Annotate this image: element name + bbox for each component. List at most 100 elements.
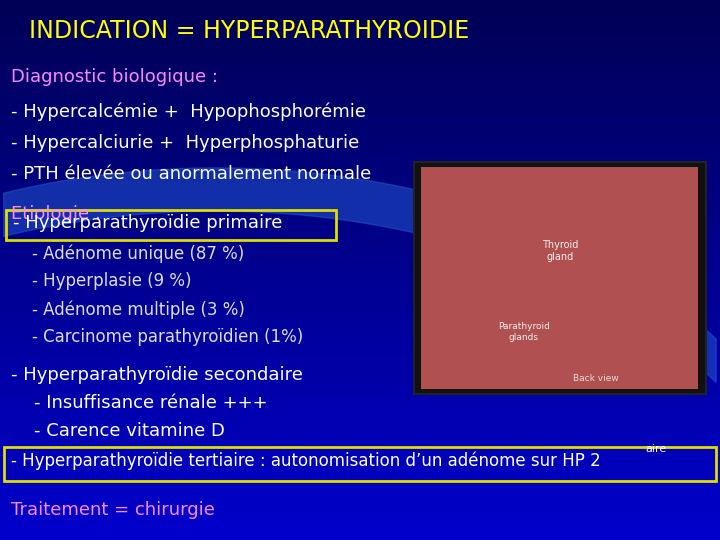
Bar <box>0 309 720 310</box>
Bar <box>0 332 720 333</box>
Bar <box>0 364 720 366</box>
Bar <box>0 227 720 228</box>
Bar <box>0 500 720 501</box>
Bar <box>0 116 720 117</box>
Bar <box>0 523 720 524</box>
Bar <box>0 294 720 296</box>
Bar <box>0 476 720 478</box>
Bar <box>0 129 720 130</box>
Bar <box>0 521 720 523</box>
Bar <box>0 352 720 354</box>
Bar <box>0 111 720 112</box>
Text: Traitement = chirurgie: Traitement = chirurgie <box>11 501 215 519</box>
Bar <box>0 427 720 428</box>
Bar <box>0 247 720 248</box>
Bar <box>0 19 720 20</box>
Bar <box>0 537 720 539</box>
Bar <box>0 187 720 189</box>
Bar <box>0 305 720 306</box>
Bar <box>0 340 720 341</box>
Bar <box>0 185 720 186</box>
Bar <box>0 459 720 460</box>
Bar <box>0 494 720 496</box>
Bar <box>0 65 720 66</box>
Bar <box>0 448 720 449</box>
Bar <box>0 328 720 329</box>
Bar <box>0 266 720 267</box>
Bar <box>0 487 720 489</box>
Bar <box>0 386 720 388</box>
Bar <box>0 421 720 422</box>
Bar <box>0 53 720 54</box>
Bar <box>0 471 720 472</box>
Bar <box>0 443 720 444</box>
Text: - Hyperparathyroïdie primaire: - Hyperparathyroïdie primaire <box>13 214 282 232</box>
Bar <box>0 368 720 370</box>
Bar <box>0 366 720 367</box>
Bar <box>0 22 720 23</box>
Bar <box>0 526 720 528</box>
Bar <box>0 372 720 373</box>
Bar <box>0 3 720 4</box>
Bar <box>0 456 720 458</box>
Bar <box>0 289 720 291</box>
Bar <box>0 57 720 58</box>
Bar <box>0 87 720 89</box>
Bar <box>0 32 720 33</box>
Bar <box>0 401 720 402</box>
Bar <box>0 213 720 214</box>
Bar <box>0 411 720 413</box>
Bar <box>0 379 720 381</box>
Bar <box>0 112 720 113</box>
Bar <box>0 514 720 516</box>
Bar <box>0 508 720 509</box>
Bar <box>0 519 720 521</box>
Bar <box>0 198 720 200</box>
Bar <box>0 510 720 512</box>
Bar <box>0 408 720 409</box>
Bar <box>0 346 720 347</box>
Bar <box>0 451 720 453</box>
Bar <box>0 436 720 437</box>
Text: Etiologie :: Etiologie : <box>11 205 101 222</box>
Bar <box>0 156 720 157</box>
Bar <box>0 130 720 131</box>
Bar <box>0 163 720 165</box>
Bar <box>0 267 720 269</box>
Bar <box>0 84 720 85</box>
Bar <box>0 20 720 22</box>
Bar <box>0 481 720 482</box>
Bar <box>0 43 720 45</box>
Bar <box>0 355 720 356</box>
Bar <box>0 73 720 74</box>
Bar <box>0 509 720 510</box>
Bar <box>0 469 720 470</box>
Bar <box>0 98 720 100</box>
Bar <box>0 209 720 211</box>
Bar <box>0 97 720 98</box>
Bar <box>0 338 720 339</box>
Bar <box>0 154 720 156</box>
Bar <box>0 81 720 82</box>
Bar <box>0 329 720 330</box>
Text: Thyroid
gland: Thyroid gland <box>541 240 578 262</box>
Bar <box>0 273 720 274</box>
Bar <box>0 77 720 78</box>
Bar <box>0 336 720 338</box>
Bar <box>0 159 720 160</box>
Bar <box>0 4 720 5</box>
Bar <box>0 501 720 502</box>
Bar <box>0 206 720 208</box>
Bar <box>0 258 720 259</box>
Bar <box>0 194 720 195</box>
Bar <box>0 284 720 285</box>
Bar <box>0 254 720 255</box>
Bar <box>0 462 720 463</box>
Bar <box>0 59 720 60</box>
Bar <box>0 253 720 254</box>
Bar <box>0 319 720 320</box>
Bar <box>0 233 720 235</box>
Bar <box>0 108 720 109</box>
Bar <box>0 50 720 51</box>
Bar <box>0 433 720 435</box>
